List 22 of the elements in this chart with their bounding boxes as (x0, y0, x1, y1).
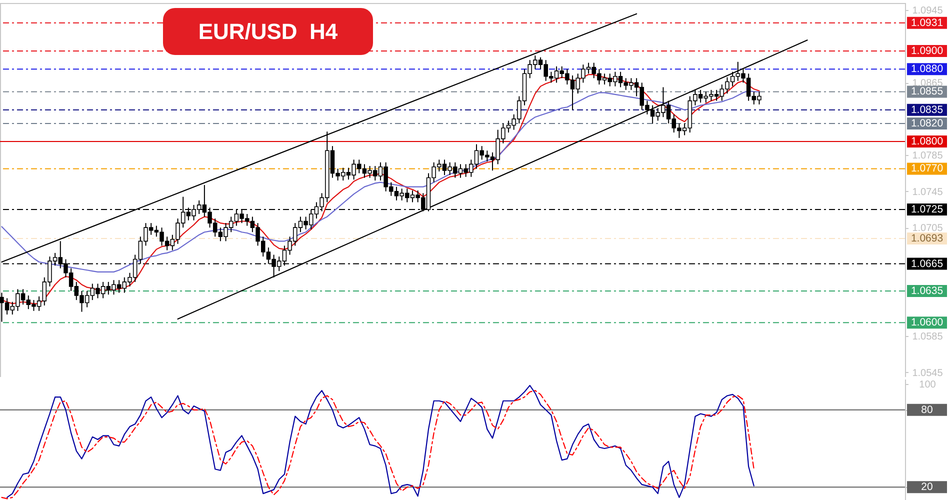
y-tick-label: 20 (921, 481, 933, 494)
ref-line-label: 1.0665 (910, 258, 944, 270)
ref-line-label: 1.0820 (910, 117, 944, 130)
y-tick-label: 80 (921, 404, 933, 416)
ref-line-label: 1.0600 (910, 316, 944, 329)
ref-line-label: 1.0693 (910, 232, 944, 244)
ref-line-label: 1.0725 (910, 203, 944, 216)
ref-line-label: 1.0855 (910, 86, 944, 98)
y-tick-label: 1.0585 (912, 332, 944, 343)
y-tick-label: 1.0745 (912, 186, 944, 198)
ref-line-label: 1.0770 (910, 162, 944, 175)
ref-line-label: 1.0835 (910, 104, 944, 116)
y-tick-label: 100 (919, 380, 936, 391)
y-tick-label: 1.0545 (912, 368, 944, 379)
ref-line-label: 1.0900 (910, 44, 944, 57)
y-tick-label: 1.0945 (912, 6, 944, 17)
ref-line-label: 1.0635 (910, 284, 944, 297)
ref-line-label: 1.0880 (910, 63, 944, 76)
y-tick-label: 1.0705 (912, 223, 944, 234)
ref-line-label: 1.0800 (910, 136, 944, 148)
ref-line-label: 1.0931 (910, 16, 944, 29)
y-tick-label: 1.0785 (912, 150, 944, 162)
